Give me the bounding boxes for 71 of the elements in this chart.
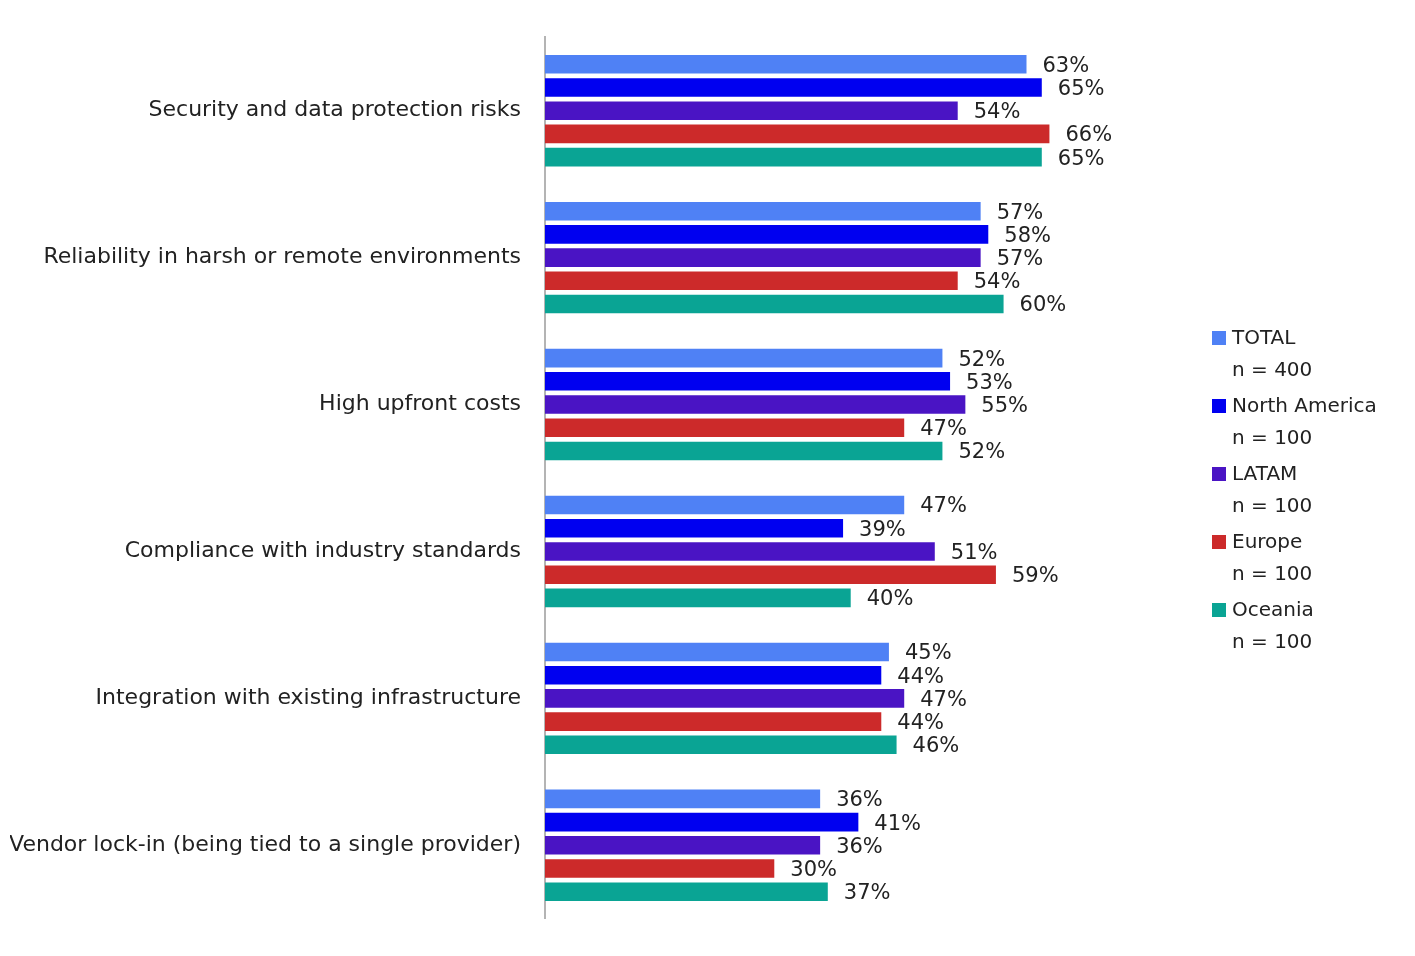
data-label: 65% (1057, 75, 1105, 100)
bar (545, 418, 905, 438)
bar (545, 78, 1042, 97)
data-label: 46% (912, 733, 960, 758)
data-label: 37% (843, 880, 891, 905)
bar (545, 665, 882, 685)
bar (545, 248, 981, 267)
bar (545, 565, 996, 584)
y-tick-label: High upfront costs (319, 390, 521, 416)
data-label: 47% (920, 493, 967, 518)
bar (545, 54, 1027, 74)
legend-label: Europe n = 100 (1232, 528, 1313, 587)
bar (545, 441, 943, 461)
bar (545, 836, 821, 855)
data-label: 39% (859, 516, 906, 541)
data-label: 63% (1042, 52, 1090, 77)
bar (545, 588, 851, 608)
data-label: 57% (996, 246, 1044, 271)
data-label: 41% (874, 810, 922, 835)
bar (545, 812, 859, 832)
legend-label: Oceania n = 100 (1232, 596, 1314, 655)
bar (545, 735, 897, 755)
bar (545, 294, 1004, 314)
data-label: 47% (920, 416, 967, 441)
data-label: 45% (904, 640, 952, 665)
data-label: 53% (966, 369, 1013, 394)
data-label: 47% (920, 686, 967, 711)
bar (545, 395, 966, 414)
data-label: 54% (973, 99, 1021, 124)
bar (545, 348, 943, 368)
legend-label: TOTAL n = 400 (1232, 324, 1313, 383)
bar (545, 712, 882, 731)
bar (545, 789, 821, 809)
data-label: 59% (1011, 563, 1059, 588)
y-tick-label: Vendor lock-in (being tied to a single provider) (9, 831, 521, 857)
y-tick-label: Security and data protection risks (148, 96, 521, 122)
bar (545, 882, 828, 902)
data-label: 51% (950, 539, 998, 564)
y-tick-label: Integration with existing infrastructure (95, 684, 521, 710)
bar (545, 271, 958, 291)
data-label: 65% (1057, 145, 1105, 170)
bar (545, 101, 958, 120)
data-label: 36% (836, 787, 883, 812)
data-label: 55% (981, 392, 1029, 417)
bar (545, 201, 981, 221)
bar (545, 642, 889, 662)
data-label: 44% (897, 663, 944, 688)
y-tick-label: Reliability in harsh or remote environments (43, 243, 521, 269)
data-label: 52% (958, 439, 1006, 464)
bar (545, 542, 935, 561)
bar (545, 124, 1050, 144)
data-label: 40% (866, 586, 914, 611)
bar (545, 495, 905, 515)
legend-label: LATAM n = 100 (1232, 460, 1313, 519)
data-label: 57% (996, 199, 1044, 224)
bar (545, 147, 1042, 167)
bar (545, 689, 905, 708)
bar (545, 372, 951, 391)
data-label: 52% (958, 346, 1006, 371)
data-label: 36% (836, 833, 883, 858)
data-label: 66% (1065, 122, 1113, 147)
y-tick-label: Compliance with industry standards (124, 537, 521, 563)
bar (545, 518, 844, 538)
data-label: 54% (973, 269, 1021, 294)
data-label: 30% (790, 857, 837, 881)
bar (545, 859, 775, 878)
data-label: 60% (1019, 292, 1067, 317)
data-label: 44% (897, 710, 944, 735)
data-label: 58% (1004, 222, 1051, 247)
legend-label: North America n = 100 (1232, 392, 1377, 451)
bar (545, 225, 989, 244)
